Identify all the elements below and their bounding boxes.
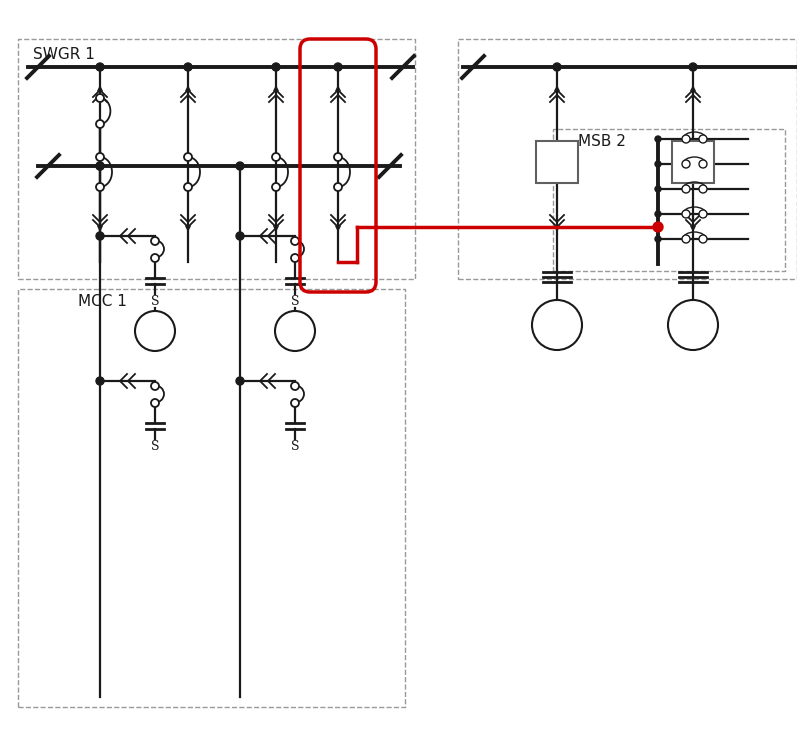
Circle shape [291, 399, 299, 407]
Circle shape [699, 210, 707, 218]
Circle shape [699, 135, 707, 143]
Circle shape [151, 254, 159, 262]
Circle shape [236, 232, 244, 240]
Circle shape [151, 399, 159, 407]
Circle shape [655, 211, 661, 217]
Circle shape [272, 63, 280, 71]
Circle shape [334, 63, 342, 71]
Circle shape [689, 63, 697, 71]
Circle shape [96, 120, 104, 128]
Circle shape [236, 377, 244, 385]
Text: S: S [151, 295, 159, 307]
Circle shape [96, 63, 104, 71]
Circle shape [682, 135, 690, 143]
Circle shape [184, 153, 192, 161]
Text: S: S [151, 440, 159, 452]
Circle shape [653, 222, 663, 232]
Circle shape [151, 382, 159, 390]
Circle shape [655, 161, 661, 167]
Circle shape [682, 185, 690, 193]
Circle shape [553, 63, 561, 71]
Circle shape [135, 311, 175, 351]
Circle shape [96, 183, 104, 191]
Circle shape [96, 162, 104, 170]
Circle shape [272, 183, 280, 191]
Circle shape [655, 186, 661, 192]
Circle shape [334, 153, 342, 161]
Circle shape [272, 153, 280, 161]
Circle shape [655, 236, 661, 242]
Circle shape [96, 153, 104, 161]
Text: MCC 1: MCC 1 [78, 294, 127, 309]
Circle shape [96, 94, 104, 102]
Circle shape [236, 162, 244, 170]
Circle shape [655, 136, 661, 142]
Circle shape [668, 300, 718, 350]
Text: S: S [291, 295, 299, 307]
Circle shape [96, 377, 104, 385]
Circle shape [184, 63, 192, 71]
Circle shape [151, 237, 159, 245]
Text: S: S [291, 440, 299, 452]
Circle shape [334, 183, 342, 191]
Circle shape [682, 160, 690, 168]
Bar [672, 141, 714, 183]
Circle shape [699, 235, 707, 243]
Text: SWGR 1: SWGR 1 [33, 47, 95, 62]
Circle shape [291, 254, 299, 262]
Circle shape [291, 237, 299, 245]
Circle shape [699, 185, 707, 193]
Circle shape [184, 183, 192, 191]
Circle shape [699, 160, 707, 168]
Circle shape [682, 210, 690, 218]
Circle shape [96, 232, 104, 240]
Circle shape [532, 300, 582, 350]
Circle shape [96, 162, 104, 170]
Circle shape [682, 235, 690, 243]
Bar [536, 141, 578, 183]
Text: MSB 2: MSB 2 [578, 134, 626, 149]
Circle shape [291, 382, 299, 390]
Circle shape [275, 311, 315, 351]
